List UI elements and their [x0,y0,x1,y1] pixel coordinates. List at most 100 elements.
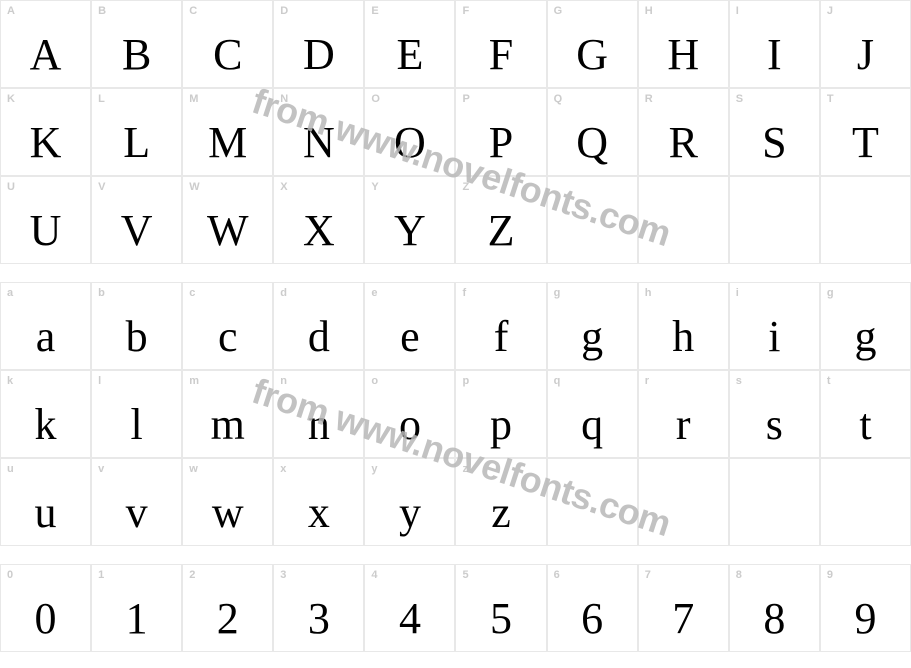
glyph-cell: 99 [820,564,911,652]
glyph-cell: MM [182,88,273,176]
glyph-cell-label: y [371,463,377,475]
glyph-cell-glyph: 9 [821,597,910,641]
glyph-cell: UU [0,176,91,264]
glyph-cell-glyph: d [274,315,363,359]
glyph-cell-glyph: y [365,491,454,535]
glyph-cell-glyph: r [639,403,728,447]
glyph-cell-glyph: i [730,315,819,359]
glyph-cell-label: g [554,287,561,299]
glyph-cell: pp [455,370,546,458]
glyph-cell-label: 6 [554,569,560,581]
glyph-cell [638,458,729,546]
glyph-cell-label: c [189,287,195,299]
glyph-cell: DD [273,0,364,88]
glyph-cell-glyph: 6 [548,597,637,641]
glyph-cell-label: o [371,375,378,387]
glyph-cell-label: Z [462,181,469,193]
glyph-cell-glyph: Y [365,209,454,253]
glyph-cell-glyph: p [456,403,545,447]
glyph-cell-label: P [462,93,469,105]
glyph-cell: OO [364,88,455,176]
glyph-cell: rr [638,370,729,458]
glyph-cell: LL [91,88,182,176]
glyph-cell-glyph: c [183,315,272,359]
glyph-cell-label: 4 [371,569,377,581]
glyph-cell-glyph: M [183,121,272,165]
glyph-cell: gg [547,282,638,370]
glyph-cell-label: s [736,375,742,387]
glyph-cell: cc [182,282,273,370]
glyph-cell-label: S [736,93,743,105]
glyph-cell: TT [820,88,911,176]
glyph-cell-label: G [554,5,563,17]
glyph-cell-glyph: I [730,33,819,77]
glyph-cell-label: Q [554,93,563,105]
glyph-cell: 55 [455,564,546,652]
glyph-cell-glyph: s [730,403,819,447]
glyph-cell [638,176,729,264]
glyph-cell-glyph: A [1,33,90,77]
glyph-cell-glyph: a [1,315,90,359]
glyph-cell-label: g [827,287,834,299]
glyph-cell: yy [364,458,455,546]
glyph-cell-label: q [554,375,561,387]
glyph-cell: XX [273,176,364,264]
glyph-cell-label: m [189,375,199,387]
glyph-cell-glyph: K [1,121,90,165]
glyph-cell-glyph: e [365,315,454,359]
glyph-cell-label: D [280,5,288,17]
glyph-cell: hh [638,282,729,370]
glyph-cell: 33 [273,564,364,652]
glyph-cell: bb [91,282,182,370]
glyph-cell: xx [273,458,364,546]
glyph-cell: ww [182,458,273,546]
glyph-cell-glyph: E [365,33,454,77]
glyph-cell-glyph: 1 [92,597,181,641]
glyph-cell-glyph: n [274,403,363,447]
glyph-cell-label: w [189,463,198,475]
glyph-cell-glyph: J [821,33,910,77]
glyph-cell-label: x [280,463,286,475]
glyph-cell: nn [273,370,364,458]
glyph-cell: 77 [638,564,729,652]
glyph-cell-glyph: W [183,209,272,253]
glyph-cell-glyph: 0 [1,597,90,641]
glyph-section-lowercase: aabbccddeeffgghhiiggkkllmmnnooppqqrrsstt… [0,282,911,546]
glyph-cell: ss [729,370,820,458]
glyph-cell-glyph: B [92,33,181,77]
glyph-cell: mm [182,370,273,458]
glyph-cell-label: 1 [98,569,104,581]
glyph-cell: tt [820,370,911,458]
glyph-cell-label: r [645,375,649,387]
glyph-cell-label: k [7,375,13,387]
glyph-cell: VV [91,176,182,264]
glyph-cell [820,458,911,546]
glyph-cell-label: X [280,181,287,193]
glyph-cell-glyph: o [365,403,454,447]
glyph-cell-label: b [98,287,105,299]
glyph-cell-label: B [98,5,106,17]
glyph-cell-label: N [280,93,288,105]
glyph-cell-label: l [98,375,101,387]
glyph-cell-label: p [462,375,469,387]
glyph-cell: 22 [182,564,273,652]
glyph-cell-glyph: l [92,403,181,447]
glyph-cell-label: C [189,5,197,17]
glyph-cell-glyph: S [730,121,819,165]
glyph-cell: FF [455,0,546,88]
glyph-cell-glyph: N [274,121,363,165]
glyph-cell-glyph: G [548,33,637,77]
glyph-cell: aa [0,282,91,370]
glyph-cell-label: I [736,5,739,17]
glyph-cell: vv [91,458,182,546]
glyph-cell-glyph: Q [548,121,637,165]
glyph-cell-label: v [98,463,104,475]
glyph-cell-label: 7 [645,569,651,581]
glyph-cell-glyph: V [92,209,181,253]
glyph-cell: 88 [729,564,820,652]
glyph-cell-glyph: 7 [639,597,728,641]
glyph-cell: II [729,0,820,88]
glyph-cell-glyph: w [183,491,272,535]
glyph-cell: gg [820,282,911,370]
glyph-cell-glyph: g [548,315,637,359]
